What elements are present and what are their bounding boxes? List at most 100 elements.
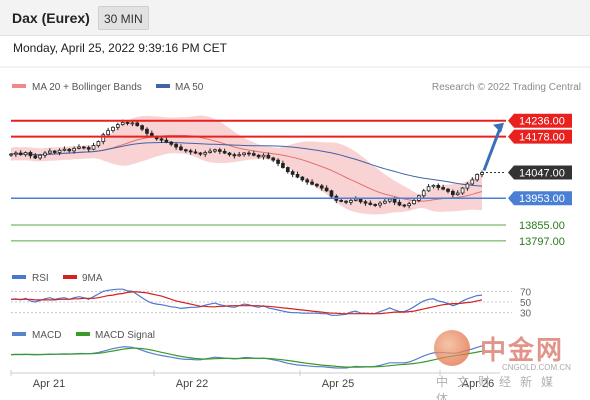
candle-body (52, 150, 57, 153)
candle (266, 152, 271, 160)
candle-body (455, 192, 460, 196)
candle-body (174, 143, 178, 148)
candle-body (387, 198, 392, 202)
candle-body (183, 149, 188, 152)
candle (72, 146, 76, 154)
candle-body (208, 150, 212, 153)
candle (451, 189, 455, 198)
level-tag-1: 14178.00 (508, 129, 572, 144)
candle-body (266, 154, 271, 159)
level-tag-0: 14236.00 (508, 113, 572, 128)
candle-body (436, 184, 441, 188)
candle (242, 151, 246, 157)
chart-datetime: Monday, April 25, 2022 9:39:16 PM CET (13, 41, 227, 55)
candle (378, 201, 382, 208)
candle-body (14, 152, 18, 155)
ma-legend-label: MA 20 + Bollinger Bands (32, 82, 142, 93)
candle (111, 126, 115, 133)
candle-body (237, 154, 242, 157)
candle-body (33, 155, 38, 159)
x-label-3: Apr 26 (462, 378, 494, 390)
candle-body (130, 122, 135, 125)
candle (271, 156, 276, 163)
candle-body (276, 159, 280, 164)
candle (310, 179, 314, 186)
candle (295, 171, 300, 179)
candle (115, 122, 120, 131)
candle (402, 203, 407, 208)
candle (276, 158, 280, 167)
candle (67, 148, 72, 153)
candle (169, 140, 174, 147)
macd-legend-swatch (12, 332, 26, 336)
ma50-legend-label: MA 50 (175, 82, 204, 93)
candle-body (407, 203, 412, 207)
candle (460, 186, 465, 195)
ma-legend-swatch (12, 84, 26, 88)
watermark-subtitle: 中文财经新媒体 (436, 375, 563, 400)
candle-body (290, 171, 295, 175)
candle-body (344, 200, 348, 203)
candle-body (310, 181, 314, 185)
candle-body (91, 145, 96, 150)
candle (86, 145, 91, 152)
candle (57, 148, 62, 156)
candle-body (18, 152, 23, 156)
candle (213, 148, 217, 154)
watermark-brand: 中金网 (480, 336, 565, 366)
candle (18, 150, 23, 156)
candle (285, 166, 290, 174)
candle-body (460, 187, 465, 194)
macd-signal-line (10, 347, 483, 368)
candle-body (470, 179, 475, 185)
level-tag-box (508, 191, 572, 206)
candle (344, 200, 348, 205)
candle-body (242, 152, 246, 156)
candle-body (247, 152, 251, 155)
candle (290, 169, 295, 178)
candle-body (441, 187, 445, 190)
candle-body (383, 200, 387, 204)
macd-legend-label: MACD (32, 330, 61, 341)
candle-body (281, 163, 285, 168)
candle (305, 177, 310, 185)
candle-body (285, 167, 290, 173)
candle-body (378, 202, 382, 206)
x-label-2: Apr 25 (322, 378, 354, 390)
candle-body (115, 124, 120, 128)
candle (383, 198, 387, 205)
candle-body (319, 185, 324, 189)
candle-body (446, 188, 450, 192)
candle (475, 173, 479, 182)
level-tag-box (508, 165, 572, 180)
candle-body (145, 128, 149, 134)
candle-body (373, 204, 378, 206)
rsi-tick-0: 70 (520, 287, 532, 298)
candle (237, 151, 242, 157)
candle-body (300, 176, 305, 181)
candle-body (188, 150, 193, 153)
candle-body (159, 138, 164, 141)
candle (125, 121, 130, 126)
candle (106, 127, 110, 136)
candle-body (402, 204, 407, 207)
level-tag-3: 13953.00 (508, 191, 572, 206)
candle (436, 183, 441, 191)
candle (33, 153, 38, 160)
candle-body (23, 152, 28, 156)
candle (188, 148, 193, 155)
timeframe-button[interactable]: 30 MIN (98, 6, 149, 30)
candle-body (140, 125, 144, 130)
candle (43, 151, 47, 158)
candle (368, 200, 373, 206)
level-tag-box (508, 113, 572, 128)
candle-body (96, 141, 101, 147)
level-tag-text: 13953.00 (519, 193, 565, 205)
macd-signal-legend-swatch (76, 332, 90, 336)
candle-body (451, 190, 455, 196)
level-label-5: 13797.00 (519, 236, 565, 248)
candle (315, 183, 319, 188)
projection-arrow-head (493, 122, 504, 133)
candle (470, 177, 475, 186)
